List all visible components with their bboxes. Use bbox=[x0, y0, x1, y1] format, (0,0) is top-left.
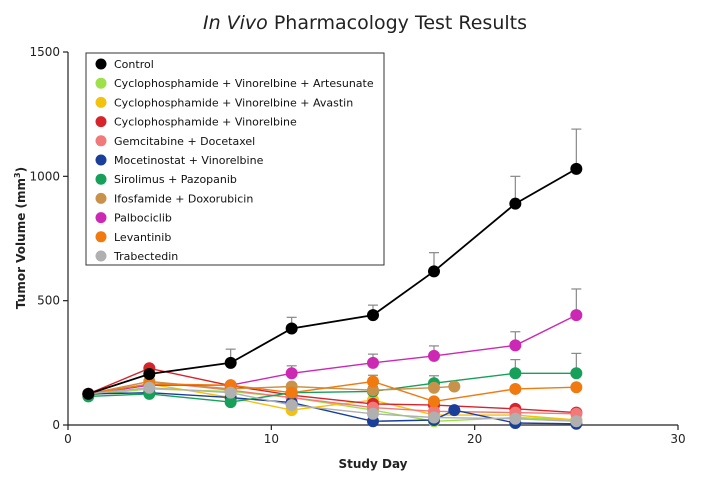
point-trabectedin bbox=[285, 399, 298, 412]
y-tick-label: 500 bbox=[37, 294, 60, 308]
legend-label: Palbociclib bbox=[114, 212, 172, 225]
point-trabectedin bbox=[428, 411, 440, 424]
legend-label: Cyclophosphamide + Vinorelbine + Artesun… bbox=[114, 77, 374, 90]
point-control bbox=[428, 265, 440, 278]
legend-box bbox=[85, 52, 385, 266]
point-control bbox=[367, 309, 379, 322]
legend: Control Cyclophosphamide + Vinorelbine + … bbox=[85, 52, 385, 266]
chart-title: In Vivo Pharmacology Test Results bbox=[203, 12, 527, 34]
legend-marker bbox=[95, 154, 107, 166]
point-trabectedin bbox=[570, 415, 583, 428]
legend-item: Palbociclib bbox=[95, 212, 172, 225]
legend-item: Cyclophosphamide + Vinorelbine + Avastin bbox=[95, 96, 353, 109]
point-sirolimus-pazopanib bbox=[509, 367, 522, 380]
legend-marker bbox=[95, 173, 107, 185]
point-palbociclib bbox=[428, 349, 440, 362]
point-control bbox=[509, 197, 522, 210]
point-palbociclib bbox=[367, 356, 379, 369]
legend-label: Levantinib bbox=[114, 231, 171, 244]
series-line-sirolimus-pazopanib bbox=[88, 372, 577, 403]
x-tick-label: 30 bbox=[670, 432, 685, 446]
legend-marker bbox=[95, 231, 107, 243]
series-lines bbox=[88, 168, 577, 425]
point-palbociclib bbox=[509, 339, 522, 352]
legend-label: Mocetinostat + Vinorelbine bbox=[114, 154, 264, 167]
point-trabectedin bbox=[367, 407, 379, 420]
point-control bbox=[570, 162, 583, 175]
series-line-trabectedin bbox=[88, 386, 577, 422]
y-axis-title: Tumor Volume (mm3) bbox=[13, 167, 28, 309]
series-line-cyclophosphamide-vinorelbine bbox=[88, 367, 577, 414]
x-tick-label: 0 bbox=[64, 432, 72, 446]
legend-marker bbox=[95, 77, 107, 89]
legend-marker bbox=[95, 58, 107, 70]
legend-marker bbox=[95, 116, 107, 128]
point-control bbox=[143, 368, 156, 381]
point-trabectedin bbox=[509, 412, 522, 425]
legend-item: Cyclophosphamide + Vinorelbine bbox=[95, 116, 297, 129]
point-ifosfamide-doxorubicin bbox=[448, 380, 461, 393]
legend-item: Control bbox=[95, 58, 154, 71]
point-trabectedin bbox=[143, 381, 156, 394]
point-sirolimus-pazopanib bbox=[570, 367, 583, 380]
y-tick-label: 1500 bbox=[29, 45, 60, 59]
point-levantinib bbox=[428, 395, 440, 408]
legend-label: Trabectedin bbox=[113, 250, 178, 263]
y-tick-label: 0 bbox=[52, 418, 60, 432]
legend-label: Cyclophosphamide + Vinorelbine bbox=[114, 116, 297, 129]
legend-item: Mocetinostat + Vinorelbine bbox=[95, 154, 264, 167]
legend-marker bbox=[95, 192, 107, 204]
x-tick-label: 10 bbox=[264, 432, 279, 446]
series-line-palbociclib bbox=[88, 314, 577, 395]
legend-item: Levantinib bbox=[95, 231, 171, 244]
point-levantinib bbox=[285, 386, 298, 399]
legend-label: Ifosfamide + Doxorubicin bbox=[114, 192, 253, 205]
point-levantinib bbox=[367, 375, 379, 388]
point-control bbox=[285, 322, 298, 335]
y-tick-label: 1000 bbox=[29, 169, 60, 183]
point-control bbox=[224, 356, 237, 369]
series-line-cyclophosphamide-vinorelbine-avastin bbox=[88, 383, 577, 421]
series-line-levantinib bbox=[88, 380, 577, 403]
point-trabectedin bbox=[224, 386, 237, 399]
point-mocetinostat-vinorelbine bbox=[448, 404, 461, 417]
point-ifosfamide-doxorubicin bbox=[367, 384, 379, 397]
x-tick-label: 20 bbox=[467, 432, 482, 446]
legend-item: Gemcitabine + Docetaxel bbox=[95, 135, 255, 148]
legend-marker bbox=[95, 212, 107, 224]
legend-item: Trabectedin bbox=[95, 250, 178, 263]
ticks: 0 10 20 30 0 500 1000 1500 bbox=[29, 45, 685, 446]
series-points bbox=[82, 162, 583, 430]
series-line-control bbox=[88, 168, 577, 395]
point-sirolimus-pazopanib bbox=[224, 396, 237, 409]
point-palbociclib bbox=[285, 367, 298, 380]
legend-marker bbox=[95, 96, 107, 108]
legend-item: Sirolimus + Pazopanib bbox=[95, 173, 237, 186]
legend-marker bbox=[95, 135, 107, 147]
legend-marker bbox=[95, 250, 107, 262]
legend-label: Sirolimus + Pazopanib bbox=[114, 173, 237, 186]
x-axis-title: Study Day bbox=[338, 457, 407, 471]
point-control bbox=[82, 387, 95, 400]
point-levantinib bbox=[509, 382, 522, 395]
legend-item: Ifosfamide + Doxorubicin bbox=[95, 192, 253, 205]
legend-label: Control bbox=[114, 58, 154, 71]
point-levantinib bbox=[570, 381, 583, 394]
legend-label: Cyclophosphamide + Vinorelbine + Avastin bbox=[114, 96, 353, 109]
point-ifosfamide-doxorubicin bbox=[428, 381, 440, 394]
legend-label: Gemcitabine + Docetaxel bbox=[114, 135, 255, 148]
point-palbociclib bbox=[570, 309, 583, 322]
legend-item: Cyclophosphamide + Vinorelbine + Artesun… bbox=[95, 77, 374, 90]
